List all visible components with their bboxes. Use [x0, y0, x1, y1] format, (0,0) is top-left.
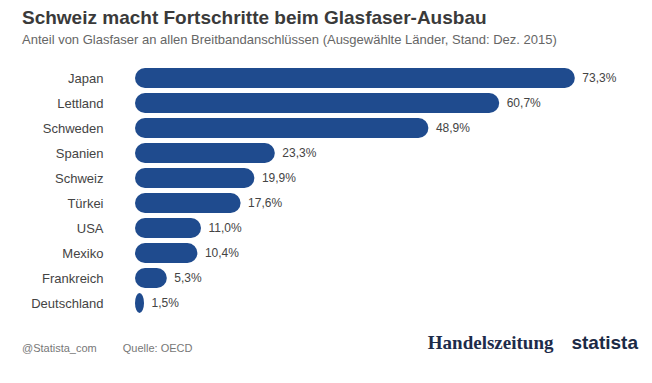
html-text:Handelszeitung: Handelszeitung [427, 332, 554, 353]
svg-text:Deutschland: Deutschland [31, 296, 103, 311]
html-text:statista: statista [571, 332, 638, 353]
html-text:@Statista_com: @Statista_com [22, 342, 97, 354]
svg-text:60,7%: 60,7% [507, 96, 541, 110]
svg-text:10,4%: 10,4% [205, 246, 239, 260]
html-text:Quelle: OECD: Quelle: OECD [122, 342, 193, 354]
svg-text:5,3%: 5,3% [174, 271, 202, 285]
svg-text:USA: USA [77, 221, 104, 236]
svg-text:Schweiz: Schweiz [55, 171, 103, 186]
svg-text:Frankreich: Frankreich [42, 271, 103, 286]
svg-text:48,9%: 48,9% [436, 121, 470, 135]
svg-text:Mexiko: Mexiko [62, 246, 103, 261]
svg-text:Türkei: Türkei [67, 196, 103, 211]
svg-text:11,0%: 11,0% [209, 221, 242, 235]
svg-text:23,3%: 23,3% [282, 146, 316, 160]
svg-text:Japan: Japan [68, 71, 103, 86]
html-text:Anteil von Glasfaser an allen: Anteil von Glasfaser an allen Breitbanda… [22, 32, 557, 47]
svg-text:1,5%: 1,5% [152, 296, 180, 310]
svg-text:19,9%: 19,9% [262, 171, 296, 185]
svg-text:17,6%: 17,6% [248, 196, 282, 210]
html-text:Schweiz macht Fortschritte bei: Schweiz macht Fortschritte beim Glasfase… [22, 7, 487, 28]
svg-text:Schweden: Schweden [43, 121, 104, 136]
svg-text:73,3%: 73,3% [582, 71, 616, 85]
svg-text:Spanien: Spanien [56, 146, 104, 161]
svg-text:Lettland: Lettland [57, 96, 103, 111]
